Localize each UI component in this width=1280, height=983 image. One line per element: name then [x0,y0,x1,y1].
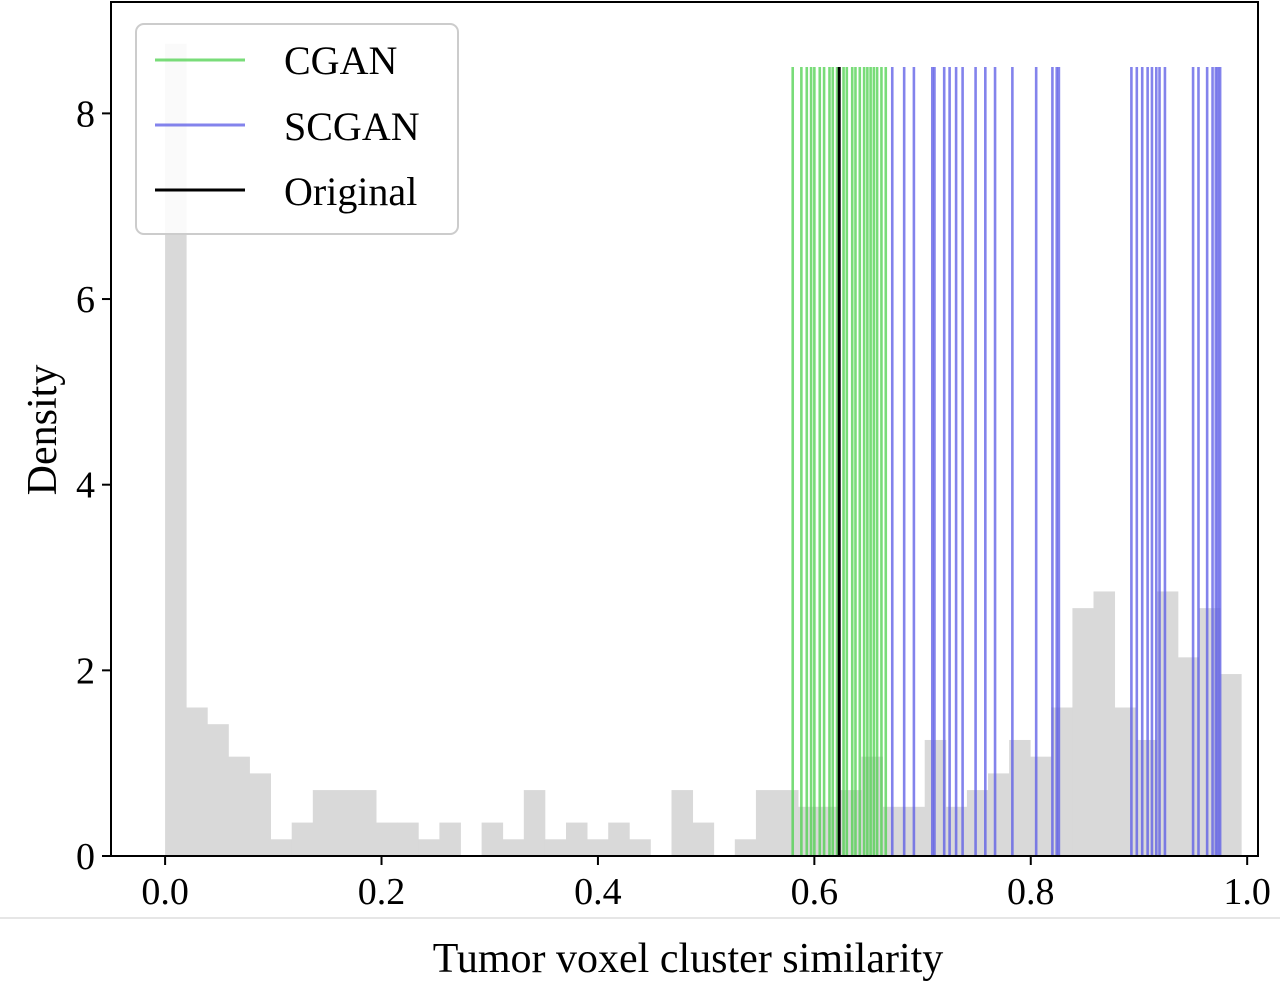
histogram-bar [608,823,630,856]
x-tick-label: 0.6 [791,871,839,913]
histogram-bar [292,823,314,856]
histogram-bar [355,790,377,856]
legend-label-original: Original [284,169,417,214]
histogram-bar [566,823,588,856]
histogram-bar [439,823,461,856]
histogram-bar [1178,657,1200,856]
histogram-bar [334,790,356,856]
y-tick-label: 0 [76,836,95,878]
y-tick-label: 8 [76,93,95,135]
histogram-bar [587,839,609,856]
legend: CGAN SCGAN Original [136,24,458,234]
legend-label-scgan: SCGAN [284,104,420,149]
legend-label-cgan: CGAN [284,38,397,83]
x-tick-label: 0.8 [1007,871,1055,913]
histogram-bar [545,839,567,856]
x-tick-label: 0.2 [358,871,406,913]
histogram-bar [228,757,250,856]
histogram-bar [629,839,651,856]
x-tick-label: 0.0 [141,871,189,913]
x-tick-label: 0.4 [574,871,622,913]
histogram-bar [207,724,229,856]
histogram-bar [313,790,335,856]
histogram-bar [1051,707,1073,856]
histogram-bar [672,790,694,856]
histogram-bar [1072,608,1094,856]
histogram-bar [482,823,504,856]
histogram-bar [777,790,799,856]
x-axis-title: Tumor voxel cluster similarity [433,936,944,982]
histogram-bar [397,823,419,856]
histogram-bar [735,839,757,856]
histogram-bar [250,773,272,856]
histogram-bar [376,823,398,856]
histogram-bar [1115,707,1137,856]
histogram-bar [693,823,715,856]
y-tick-label: 2 [76,650,95,692]
y-tick-label: 4 [76,465,95,507]
histogram-bar [1030,757,1052,856]
histogram-bar [418,839,440,856]
y-tick-label: 6 [76,279,95,321]
histogram-bar [503,839,525,856]
histogram-bar [1220,674,1242,856]
histogram-bar [988,773,1010,856]
histogram-bar [186,707,208,856]
y-axis-title: Density [20,365,66,496]
histogram-bar [756,790,778,856]
histogram-bar [1094,591,1116,856]
x-tick-label: 1.0 [1223,871,1271,913]
histogram-bar [271,839,293,856]
histogram-bar [524,790,546,856]
